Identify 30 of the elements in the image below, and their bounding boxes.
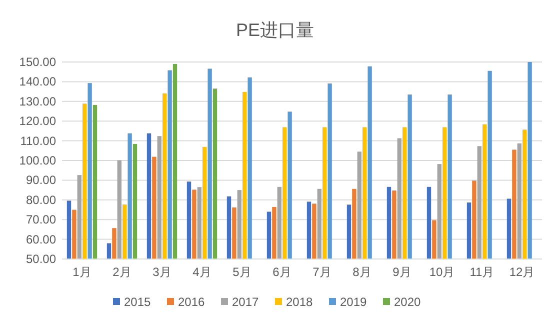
y-tick-label: 50.00 <box>26 252 56 266</box>
y-tick-label: 110.00 <box>20 134 56 148</box>
x-tick-label: 10月 <box>429 265 455 279</box>
y-tick-label: 140.00 <box>19 74 56 89</box>
x-tick-label: 1月 <box>72 265 92 279</box>
legend-label: 2017 <box>232 295 260 309</box>
y-tick-label: 100.00 <box>19 154 56 168</box>
legend-label: 2020 <box>394 295 422 309</box>
x-tick-label: 6月 <box>272 265 292 279</box>
x-tick-label: 11月 <box>470 265 494 279</box>
y-tick-label: 60.00 <box>26 232 56 246</box>
x-tick-label: 12月 <box>509 265 535 279</box>
y-tick-label: 70.00 <box>26 212 56 227</box>
legend-label: 2018 <box>286 295 314 309</box>
x-tick-label: 9月 <box>392 265 412 279</box>
x-tick-label: 5月 <box>232 265 252 279</box>
x-tick-label: 7月 <box>312 265 332 279</box>
legend-label: 2015 <box>124 295 152 309</box>
chart-title: PE进口量 <box>236 20 314 40</box>
legend-label: 2016 <box>178 295 206 309</box>
y-tick-label: 130.00 <box>19 94 56 108</box>
y-tick-label: 120.00 <box>19 114 56 128</box>
y-tick-label: 150.00 <box>19 55 56 69</box>
y-tick-label: 80.00 <box>26 192 56 207</box>
x-tick-label: 4月 <box>192 265 212 279</box>
x-tick-label: 3月 <box>152 265 172 279</box>
legend-label: 2019 <box>340 295 368 309</box>
x-tick-label: 2月 <box>112 265 132 279</box>
x-tick-label: 8月 <box>352 265 372 279</box>
y-tick-label: 90.00 <box>26 173 56 188</box>
